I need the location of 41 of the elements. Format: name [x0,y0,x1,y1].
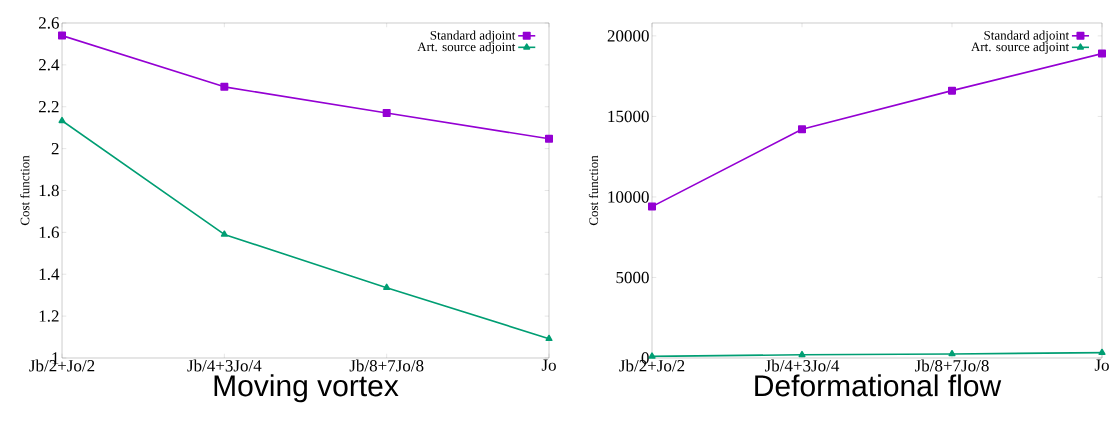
point [545,134,554,143]
point [648,202,657,211]
y-tick-label: 1.6 [39,226,59,239]
y-tick-label: 1.2 [39,310,59,322]
y-tick-label: 5000 [616,271,649,284]
point [382,109,391,118]
x-axis-title: Moving vortex [214,374,399,403]
y-tick-label: 2 [51,142,59,155]
point [220,230,228,237]
y-tick-label: 1.4 [39,268,60,280]
point [1098,49,1106,58]
x-axis-title: Deformational flow [755,374,1002,397]
point [948,349,956,357]
y-axis-title: Cost function [20,155,30,226]
point [1098,348,1106,356]
y-tick-label: 2.6 [38,17,59,29]
point [58,116,66,124]
y-tick-label: 2.4 [38,59,60,71]
point [58,31,67,40]
x-tick-label: Jb/4+3Jo/4 [187,359,262,372]
x-tick-label: Jo [1094,359,1109,371]
point [545,334,553,342]
y-tick-label: 10000 [608,191,649,203]
y-tick-label: 20000 [607,30,649,42]
point [948,86,956,95]
x-tick-label: Jb/4+3Jo/4 [764,359,840,372]
point [220,82,229,91]
point [798,350,806,358]
legend-label: Standard adjoint [430,30,516,43]
legend-label: Art. source adjoint [971,42,1070,54]
legend-label: Art. source adjoint [417,42,516,54]
x-tick-label: Jo [541,359,556,371]
legend-label: Standard adjoint [984,30,1070,43]
point [383,283,391,291]
x-tick-label: Jb/8+7Jo/8 [914,359,989,372]
y-axis-title: Cost function [588,155,599,226]
x-tick-label: Jb/8+7Jo/8 [349,359,424,372]
y-tick-label: 15000 [608,110,649,123]
y-tick-label: 1.8 [39,184,59,197]
y-tick-label: 2.2 [38,100,59,113]
point [798,125,807,134]
